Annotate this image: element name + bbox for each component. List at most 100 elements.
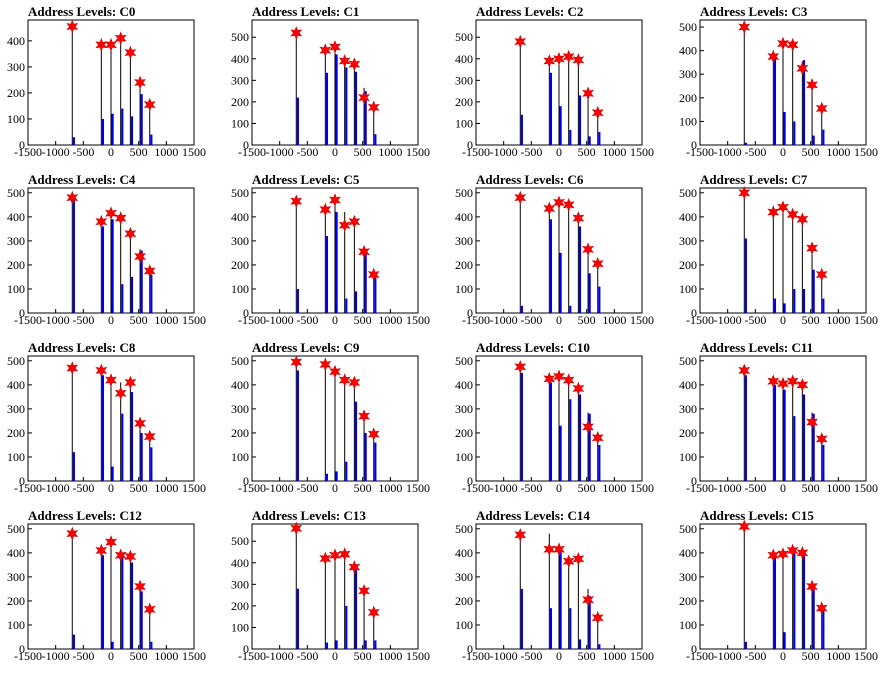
y-tick-label: 300 [679,402,697,416]
star-icon [66,526,79,541]
y-tick-label: 300 [679,570,697,584]
y-tick-label: 500 [455,186,473,200]
histogram-bar [793,121,796,145]
star-icon [95,214,108,229]
star-icon [591,105,604,120]
y-tick-label: 0 [467,474,473,488]
y-tick-label: 400 [231,210,249,224]
x-tick-label: 1500 [406,481,430,495]
star-icon [806,579,818,594]
histogram-bar [72,137,75,145]
chart-title: Address Levels: C8 [28,340,136,355]
x-tick-label: 1000 [154,649,178,663]
star-icon [105,535,117,549]
histogram-bar [364,640,367,649]
histogram-bar [150,274,153,313]
chart-title: Address Levels: C1 [252,4,359,19]
star-icon [124,226,137,241]
y-tick-label: 400 [231,378,249,392]
star-icon [553,369,565,384]
star-icon [777,547,789,561]
x-tick-label: -500 [744,481,766,495]
star-icon [66,361,79,375]
x-tick-label: 500 [130,313,148,327]
y-tick-label: 500 [7,354,25,368]
star-icon [66,190,79,205]
y-tick-label: 300 [455,234,473,248]
star-icon [358,244,370,259]
x-tick-label: 1500 [406,313,430,327]
histogram-bar [101,226,105,313]
star-icon [543,54,556,68]
star-icon [591,430,604,445]
star-icon [319,43,332,57]
star-icon [124,549,137,564]
x-tick-label: -1000 [42,649,70,663]
star-icon [95,543,108,558]
star-icon [572,211,585,225]
x-tick-label: 0 [556,145,562,159]
y-tick-label: 300 [679,67,697,81]
y-tick-label: 500 [679,354,697,368]
star-icon [514,527,527,542]
histogram-bar [296,288,299,313]
star-icon [767,49,780,64]
star-icon [319,202,332,217]
y-tick-label: 400 [455,52,473,66]
y-tick-label: 100 [7,112,25,126]
y-tick-label: 200 [679,91,697,105]
star-icon [290,521,303,536]
histogram-bar [812,413,815,481]
histogram-bar [773,555,777,649]
x-tick-label: 1500 [182,145,206,159]
x-tick-label: -1500 [686,481,714,495]
histogram-bar [121,557,124,649]
histogram-bar [335,54,338,145]
x-tick-label: 1000 [378,649,402,663]
histogram-bar [559,106,562,145]
y-tick-label: 400 [7,34,25,48]
y-tick-label: 100 [7,618,25,632]
histogram-bar [374,442,377,481]
histogram-bar [822,444,825,481]
star-icon [582,420,594,434]
star-icon [767,548,780,563]
y-tick-label: 300 [231,234,249,248]
histogram-bar [549,72,553,145]
x-tick-label: -500 [296,649,318,663]
histogram-bar [345,605,348,649]
histogram-bar [783,389,786,481]
histogram-bar [374,276,377,313]
star-icon [348,560,361,574]
star-icon [514,359,527,374]
histogram-bar [549,608,553,649]
y-tick-label: 400 [679,44,697,58]
y-tick-label: 100 [7,282,25,296]
chart-title: Address Levels: C11 [700,340,813,355]
histogram-bar [559,252,562,313]
y-tick-label: 100 [231,620,249,634]
y-tick-label: 500 [679,186,697,200]
histogram-bar [140,94,143,145]
histogram-bar [296,588,299,649]
x-tick-label: 500 [578,313,596,327]
y-tick-label: 400 [7,546,25,560]
x-tick-label: 500 [578,481,596,495]
x-tick-label: 0 [780,481,786,495]
x-tick-label: -1000 [42,313,70,327]
x-tick-label: -1500 [462,313,490,327]
star-icon [777,200,789,215]
histogram-bar [744,641,747,649]
chart-title: Address Levels: C9 [252,340,360,355]
chart-panel: Address Levels: C70100200300400500-1500-… [679,172,878,327]
histogram-bar [140,591,143,649]
histogram-bar [130,276,134,313]
y-tick-label: 200 [455,95,473,109]
histogram-bar [335,212,338,313]
x-tick-label: 500 [130,481,148,495]
histogram-bar [783,303,786,313]
star-icon [114,31,127,46]
x-tick-label: 0 [332,145,338,159]
star-icon [290,355,303,369]
chart-panel: Address Levels: C12 0 100 200 300 400 500 -1500… [7,508,206,663]
